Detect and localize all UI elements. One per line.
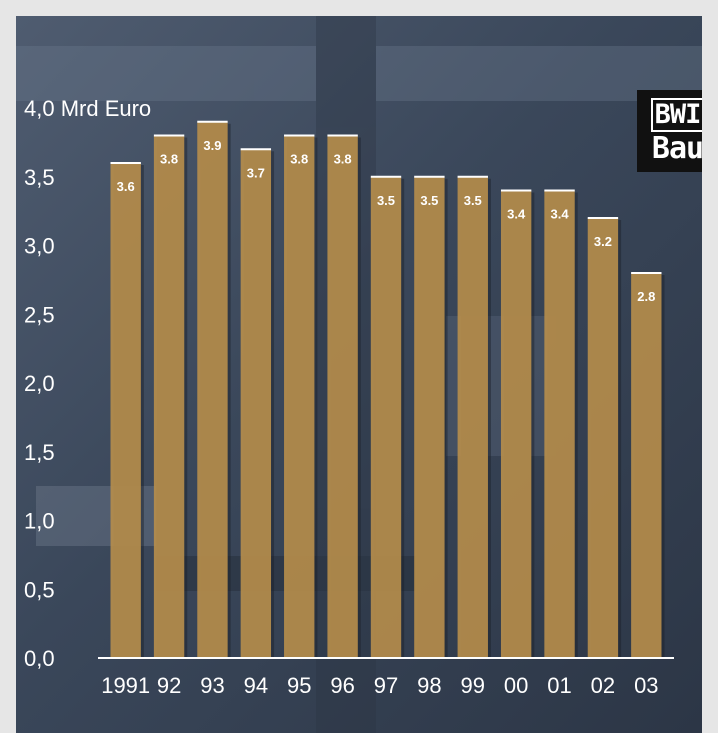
x-tick-label-93: 93 bbox=[200, 673, 224, 698]
chart-frame: 3.6 3.8 3.9 3.7 3.8 3.8 3.5 3.5 3.5 3.4 3.4 3.2 2.8 … bbox=[16, 16, 702, 733]
y-axis-label: 4,0 Mrd Euro bbox=[24, 96, 151, 121]
value-label-98: 3.5 bbox=[420, 193, 438, 208]
x-tick-label-00: 00 bbox=[504, 673, 528, 698]
bwi-bau-logo: BWI Bau bbox=[637, 90, 702, 172]
x-tick-labels-group: 1991 92 93 94 95 96 97 98 99 00 01 02 03 bbox=[101, 673, 658, 698]
y-tick-labels-group: 0,0 0,5 1,0 1,5 2,0 2,5 3,0 3,5 bbox=[24, 165, 55, 671]
y-tick-label: 0,0 bbox=[24, 646, 55, 671]
value-label-95: 3.8 bbox=[290, 152, 308, 167]
y-tick-label: 2,5 bbox=[24, 302, 55, 327]
value-label-1991: 3.6 bbox=[117, 179, 135, 194]
bar-chart: 3.63.83.93.73.8 3.83.5 3.5 3.53.4 3.43.22.8 … bbox=[16, 16, 702, 733]
value-label-03: 2.8 bbox=[637, 289, 655, 304]
bar-02 bbox=[587, 218, 619, 658]
x-tick-label-01: 01 bbox=[547, 673, 571, 698]
value-label-92: 3.8 bbox=[160, 152, 178, 167]
x-tick-label-03: 03 bbox=[634, 673, 658, 698]
y-tick-label: 3,5 bbox=[24, 165, 55, 190]
x-tick-label-02: 02 bbox=[591, 673, 615, 698]
value-label-94: 3.7 bbox=[247, 165, 265, 180]
x-tick-label-96: 96 bbox=[330, 673, 354, 698]
bar-93 bbox=[197, 121, 228, 658]
x-tick-label-98: 98 bbox=[417, 673, 441, 698]
logo-line-1: BWI bbox=[650, 98, 702, 132]
y-tick-label: 1,0 bbox=[24, 509, 55, 534]
bar-94 bbox=[240, 149, 272, 658]
value-label-02: 3.2 bbox=[594, 234, 612, 249]
y-tick-label: 3,0 bbox=[24, 234, 55, 259]
x-tick-label-99: 99 bbox=[461, 673, 485, 698]
value-labels-group: 3.6 3.8 3.9 3.7 3.8 3.8 3.5 3.5 3.5 3.4 3.4 3.2 2.8 bbox=[117, 138, 656, 304]
y-tick-label: 0,5 bbox=[24, 577, 55, 602]
bar-92 bbox=[153, 135, 185, 658]
bar-97 bbox=[370, 176, 402, 658]
bar-01 bbox=[544, 190, 575, 658]
bar-00 bbox=[500, 190, 532, 658]
value-label-93: 3.9 bbox=[203, 138, 221, 153]
x-tick-label-95: 95 bbox=[287, 673, 311, 698]
bar-1991 bbox=[110, 163, 141, 658]
x-tick-label-1991: 1991 bbox=[101, 673, 150, 698]
value-label-96: 3.8 bbox=[334, 152, 352, 167]
bars-group bbox=[110, 120, 665, 658]
bar-99 bbox=[457, 176, 488, 658]
x-tick-label-92: 92 bbox=[157, 673, 181, 698]
bar-96 bbox=[327, 135, 358, 658]
bar-95 bbox=[284, 135, 315, 658]
logo-line-2: Bau bbox=[651, 131, 702, 166]
y-tick-label: 2,0 bbox=[24, 371, 55, 396]
value-label-00: 3.4 bbox=[507, 207, 526, 222]
x-tick-label-97: 97 bbox=[374, 673, 398, 698]
x-tick-label-94: 94 bbox=[244, 673, 268, 698]
value-label-01: 3.4 bbox=[550, 207, 569, 222]
bar-98 bbox=[414, 176, 445, 658]
value-label-99: 3.5 bbox=[464, 193, 482, 208]
value-label-97: 3.5 bbox=[377, 193, 395, 208]
bar-03 bbox=[631, 273, 662, 658]
y-tick-label: 1,5 bbox=[24, 440, 55, 465]
